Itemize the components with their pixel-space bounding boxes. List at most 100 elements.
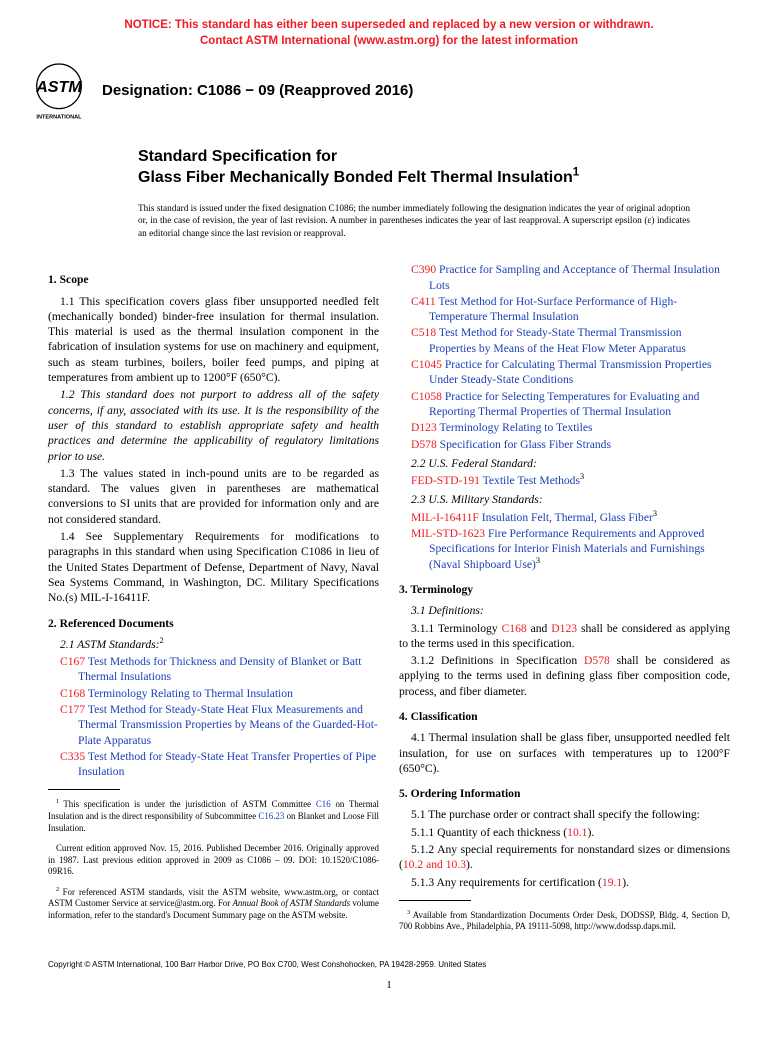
- t311-d123[interactable]: D123: [551, 622, 577, 635]
- footnote-rule: [48, 789, 120, 790]
- ref-c335: C335 Test Method for Steady-State Heat T…: [48, 749, 379, 780]
- ref-title[interactable]: Test Method for Steady-State Heat Flux M…: [78, 703, 378, 747]
- fn1-pre: This specification is under the jurisdic…: [63, 799, 316, 809]
- ordering-5.1.2: 5.1.2 Any special requirements for nonst…: [399, 842, 730, 873]
- ref-code[interactable]: D123: [411, 421, 437, 434]
- ref-d123: D123 Terminology Relating to Textiles: [399, 420, 730, 435]
- footnote-2: 2 For referenced ASTM standards, visit t…: [48, 887, 379, 922]
- refdocs-heading: 2. Referenced Documents: [48, 616, 379, 631]
- astm-standards-label: 2.1 ASTM Standards:2: [48, 637, 379, 652]
- body-columns: 1. Scope 1.1 This specification covers g…: [48, 262, 730, 936]
- ref-code[interactable]: C1045: [411, 358, 442, 371]
- ref-c167: C167 Test Methods for Thickness and Dens…: [48, 654, 379, 685]
- footnote-block-left: 1 This specification is under the jurisd…: [48, 789, 379, 921]
- o512-post: ).: [466, 858, 473, 871]
- ref-title[interactable]: Practice for Calculating Thermal Transmi…: [429, 358, 712, 386]
- ref-sup: 3: [536, 556, 540, 565]
- ref-mil-std-1623: MIL-STD-1623 Fire Performance Requiremen…: [399, 526, 730, 572]
- ref-code[interactable]: FED-STD-191: [411, 474, 480, 487]
- ref-code[interactable]: D578: [411, 438, 437, 451]
- astm-logo-icon: ASTM INTERNATIONAL: [28, 59, 90, 121]
- ref-title[interactable]: Textile Test Methods: [483, 474, 580, 487]
- svg-text:INTERNATIONAL: INTERNATIONAL: [36, 115, 82, 121]
- ordering-5.1.3: 5.1.3 Any requirements for certification…: [399, 875, 730, 890]
- terminology-heading: 3. Terminology: [399, 582, 730, 597]
- o511-link[interactable]: 10.1: [567, 826, 587, 839]
- ref-title[interactable]: Terminology Relating to Textiles: [439, 421, 592, 434]
- ref-code[interactable]: C411: [411, 295, 436, 308]
- mil-standards-label: 2.3 U.S. Military Standards:: [399, 492, 730, 507]
- astm-std-label-text: 2.1 ASTM Standards:: [60, 638, 160, 651]
- footnote-rule: [399, 900, 471, 901]
- title-sup: 1: [573, 167, 579, 179]
- t312-pre: 3.1.2 Definitions in Specification: [411, 654, 584, 667]
- ref-code[interactable]: MIL-STD-1623: [411, 527, 485, 540]
- classification-heading: 4. Classification: [399, 709, 730, 724]
- t311-pre: 3.1.1 Terminology: [411, 622, 502, 635]
- term-3.1.1: 3.1.1 Terminology C168 and D123 shall be…: [399, 621, 730, 652]
- ordering-5.1: 5.1 The purchase order or contract shall…: [399, 807, 730, 822]
- footnote-1: 1 This specification is under the jurisd…: [48, 799, 379, 834]
- ordering-heading: 5. Ordering Information: [399, 786, 730, 801]
- classification-4.1: 4.1 Thermal insulation shall be glass fi…: [399, 730, 730, 776]
- o511-post: ).: [587, 826, 594, 839]
- ref-code[interactable]: C1058: [411, 390, 442, 403]
- notice-block: NOTICE: This standard has either been su…: [48, 18, 730, 49]
- o513-link[interactable]: 19.1: [602, 876, 622, 889]
- ref-title[interactable]: Test Method for Steady-State Heat Transf…: [78, 750, 376, 778]
- ref-title[interactable]: Test Method for Hot-Surface Performance …: [429, 295, 677, 323]
- ref-title[interactable]: Practice for Selecting Temperatures for …: [429, 390, 699, 418]
- ref-title[interactable]: Practice for Sampling and Acceptance of …: [429, 263, 720, 291]
- ref-c168: C168 Terminology Relating to Thermal Ins…: [48, 686, 379, 701]
- title-line2: Glass Fiber Mechanically Bonded Felt The…: [138, 168, 730, 189]
- ref-title[interactable]: Specification for Glass Fiber Strands: [440, 438, 611, 451]
- ref-title[interactable]: Test Method for Steady-State Thermal Tra…: [429, 326, 686, 354]
- copyright: Copyright © ASTM International, 100 Barr…: [48, 960, 730, 969]
- fn2-ital: Annual Book of ASTM Standards: [232, 898, 350, 908]
- ref-fed-std-191: FED-STD-191 Textile Test Methods3: [399, 473, 730, 488]
- fn1-c1623[interactable]: C16.23: [258, 811, 284, 821]
- astm-std-sup: 2: [160, 636, 164, 645]
- ref-c1058: C1058 Practice for Selecting Temperature…: [399, 389, 730, 420]
- page: NOTICE: This standard has either been su…: [0, 0, 778, 1011]
- ref-c390: C390 Practice for Sampling and Acceptanc…: [399, 262, 730, 293]
- ref-code[interactable]: C177: [60, 703, 85, 716]
- ref-title[interactable]: Terminology Relating to Thermal Insulati…: [88, 687, 293, 700]
- ref-code[interactable]: C335: [60, 750, 85, 763]
- o513-post: ).: [622, 876, 629, 889]
- issuance-note: This standard is issued under the fixed …: [138, 203, 690, 241]
- o512-link[interactable]: 10.2 and 10.3: [403, 858, 466, 871]
- designation: Designation: C1086 − 09 (Reapproved 2016…: [102, 82, 413, 99]
- title-block: Standard Specification for Glass Fiber M…: [138, 147, 730, 189]
- footnote-3: 3 Available from Standardization Documen…: [399, 910, 730, 933]
- ref-sup: 3: [580, 472, 584, 481]
- scope-heading: 1. Scope: [48, 272, 379, 287]
- svg-text:ASTM: ASTM: [35, 78, 82, 96]
- notice-line2: Contact ASTM International (www.astm.org…: [200, 35, 578, 47]
- scope-1.2: 1.2 This standard does not purport to ad…: [48, 387, 379, 463]
- ref-title[interactable]: Test Methods for Thickness and Density o…: [78, 655, 361, 683]
- o513-pre: 5.1.3 Any requirements for certification…: [411, 876, 602, 889]
- ref-mil-i-16411f: MIL-I-16411F Insulation Felt, Thermal, G…: [399, 510, 730, 525]
- fn1-c16[interactable]: C16: [316, 799, 331, 809]
- fn3-text: Available from Standardization Documents…: [399, 910, 730, 932]
- ordering-5.1.1: 5.1.1 Quantity of each thickness (10.1).: [399, 825, 730, 840]
- footnote-block-right: 3 Available from Standardization Documen…: [399, 900, 730, 933]
- t311-c168[interactable]: C168: [502, 622, 527, 635]
- t312-d578[interactable]: D578: [584, 654, 610, 667]
- ref-sup: 3: [653, 509, 657, 518]
- ref-code[interactable]: C168: [60, 687, 85, 700]
- ref-code[interactable]: C167: [60, 655, 85, 668]
- ref-code[interactable]: C518: [411, 326, 436, 339]
- ref-code[interactable]: C390: [411, 263, 436, 276]
- ref-c1045: C1045 Practice for Calculating Thermal T…: [399, 357, 730, 388]
- title-main: Glass Fiber Mechanically Bonded Felt The…: [138, 169, 573, 186]
- o511-pre: 5.1.1 Quantity of each thickness (: [411, 826, 567, 839]
- footnote-1b: Current edition approved Nov. 15, 2016. …: [48, 843, 379, 878]
- page-number: 1: [48, 979, 730, 991]
- ref-title[interactable]: Insulation Felt, Thermal, Glass Fiber: [482, 511, 653, 524]
- notice-line1: NOTICE: This standard has either been su…: [124, 19, 653, 31]
- scope-1.3: 1.3 The values stated in inch-pound unit…: [48, 466, 379, 527]
- ref-code[interactable]: MIL-I-16411F: [411, 511, 479, 524]
- scope-1.4: 1.4 See Supplementary Requirements for m…: [48, 529, 379, 605]
